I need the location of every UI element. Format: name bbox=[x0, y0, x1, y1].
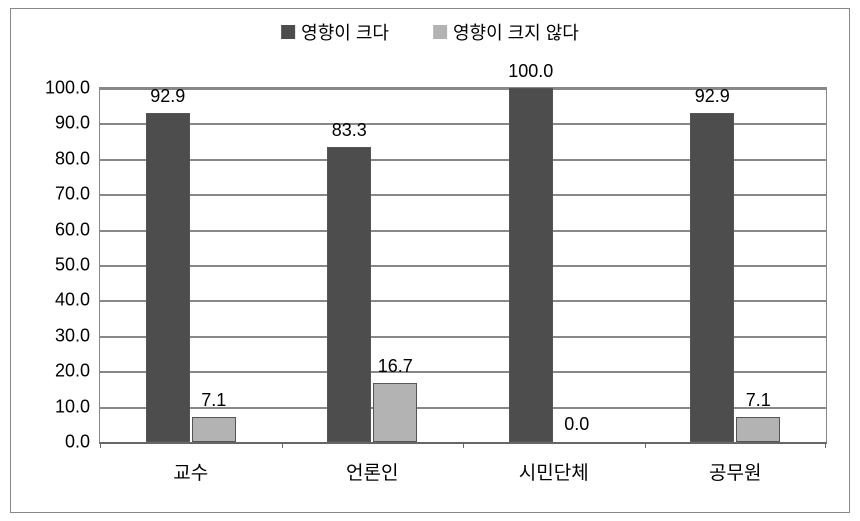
legend-swatch-small bbox=[433, 25, 447, 39]
legend-item-small: 영향이 크지 않다 bbox=[433, 19, 579, 45]
bar-big: 92.9 bbox=[690, 113, 734, 442]
bar-value-label: 16.7 bbox=[378, 356, 413, 377]
bar-value-label: 0.0 bbox=[564, 414, 589, 435]
legend-swatch-big bbox=[281, 25, 295, 39]
x-axis-tick bbox=[100, 442, 101, 448]
x-axis-tick bbox=[645, 442, 646, 448]
bar-value-label: 92.9 bbox=[695, 86, 730, 107]
category-label: 교수 bbox=[173, 458, 208, 485]
bar-pair: 92.97.1 bbox=[100, 88, 282, 442]
y-axis-tick-label: 50.0 bbox=[55, 255, 100, 276]
category-label: 공무원 bbox=[709, 458, 761, 485]
bar-small: 7.1 bbox=[192, 417, 236, 442]
bar-small: 16.7 bbox=[373, 383, 417, 442]
y-axis-tick-label: 60.0 bbox=[55, 219, 100, 240]
bar-small: 7.1 bbox=[736, 417, 780, 442]
bar-value-label: 92.9 bbox=[150, 86, 185, 107]
y-axis-tick-label: 70.0 bbox=[55, 184, 100, 205]
chart-container: 영향이 크다 영향이 크지 않다 0.010.020.030.040.050.0… bbox=[10, 8, 850, 513]
plot-area: 0.010.020.030.040.050.060.070.080.090.01… bbox=[99, 87, 827, 444]
bar-group: 92.97.1교수 bbox=[100, 88, 282, 442]
legend-label-big: 영향이 크다 bbox=[301, 19, 389, 45]
bar-group: 92.97.1공무원 bbox=[645, 88, 827, 442]
y-axis-tick-label: 30.0 bbox=[55, 325, 100, 346]
y-axis-tick-label: 80.0 bbox=[55, 148, 100, 169]
y-axis-tick-label: 90.0 bbox=[55, 113, 100, 134]
x-axis-tick bbox=[282, 442, 283, 448]
bar-big: 100.0 bbox=[509, 88, 553, 442]
bar-group: 83.316.7언론인 bbox=[282, 88, 464, 442]
y-axis-tick-label: 10.0 bbox=[55, 396, 100, 417]
bar-value-label: 7.1 bbox=[746, 390, 771, 411]
bar-pair: 83.316.7 bbox=[282, 88, 464, 442]
y-axis-tick-label: 100.0 bbox=[45, 78, 100, 99]
y-axis-tick-label: 40.0 bbox=[55, 290, 100, 311]
bar-value-label: 7.1 bbox=[201, 390, 226, 411]
x-axis-tick bbox=[463, 442, 464, 448]
y-axis-tick-label: 0.0 bbox=[65, 432, 100, 453]
x-axis-tick bbox=[825, 442, 826, 448]
bar-pair: 92.97.1 bbox=[645, 88, 827, 442]
y-axis-tick-label: 20.0 bbox=[55, 361, 100, 382]
legend: 영향이 크다 영향이 크지 않다 bbox=[281, 19, 579, 45]
bar-value-label: 83.3 bbox=[332, 120, 367, 141]
legend-label-small: 영향이 크지 않다 bbox=[453, 19, 579, 45]
legend-item-big: 영향이 크다 bbox=[281, 19, 389, 45]
bar-big: 83.3 bbox=[327, 147, 371, 442]
bar-groups: 92.97.1교수83.316.7언론인100.00.0시민단체92.97.1공… bbox=[100, 88, 826, 442]
bar-pair: 100.0 0.0 bbox=[463, 88, 645, 442]
bar-value-label: 100.0 bbox=[508, 61, 553, 82]
bar-group: 100.00.0시민단체 bbox=[463, 88, 645, 442]
category-label: 언론인 bbox=[346, 458, 398, 485]
category-label: 시민단체 bbox=[519, 458, 589, 485]
bar-big: 92.9 bbox=[146, 113, 190, 442]
